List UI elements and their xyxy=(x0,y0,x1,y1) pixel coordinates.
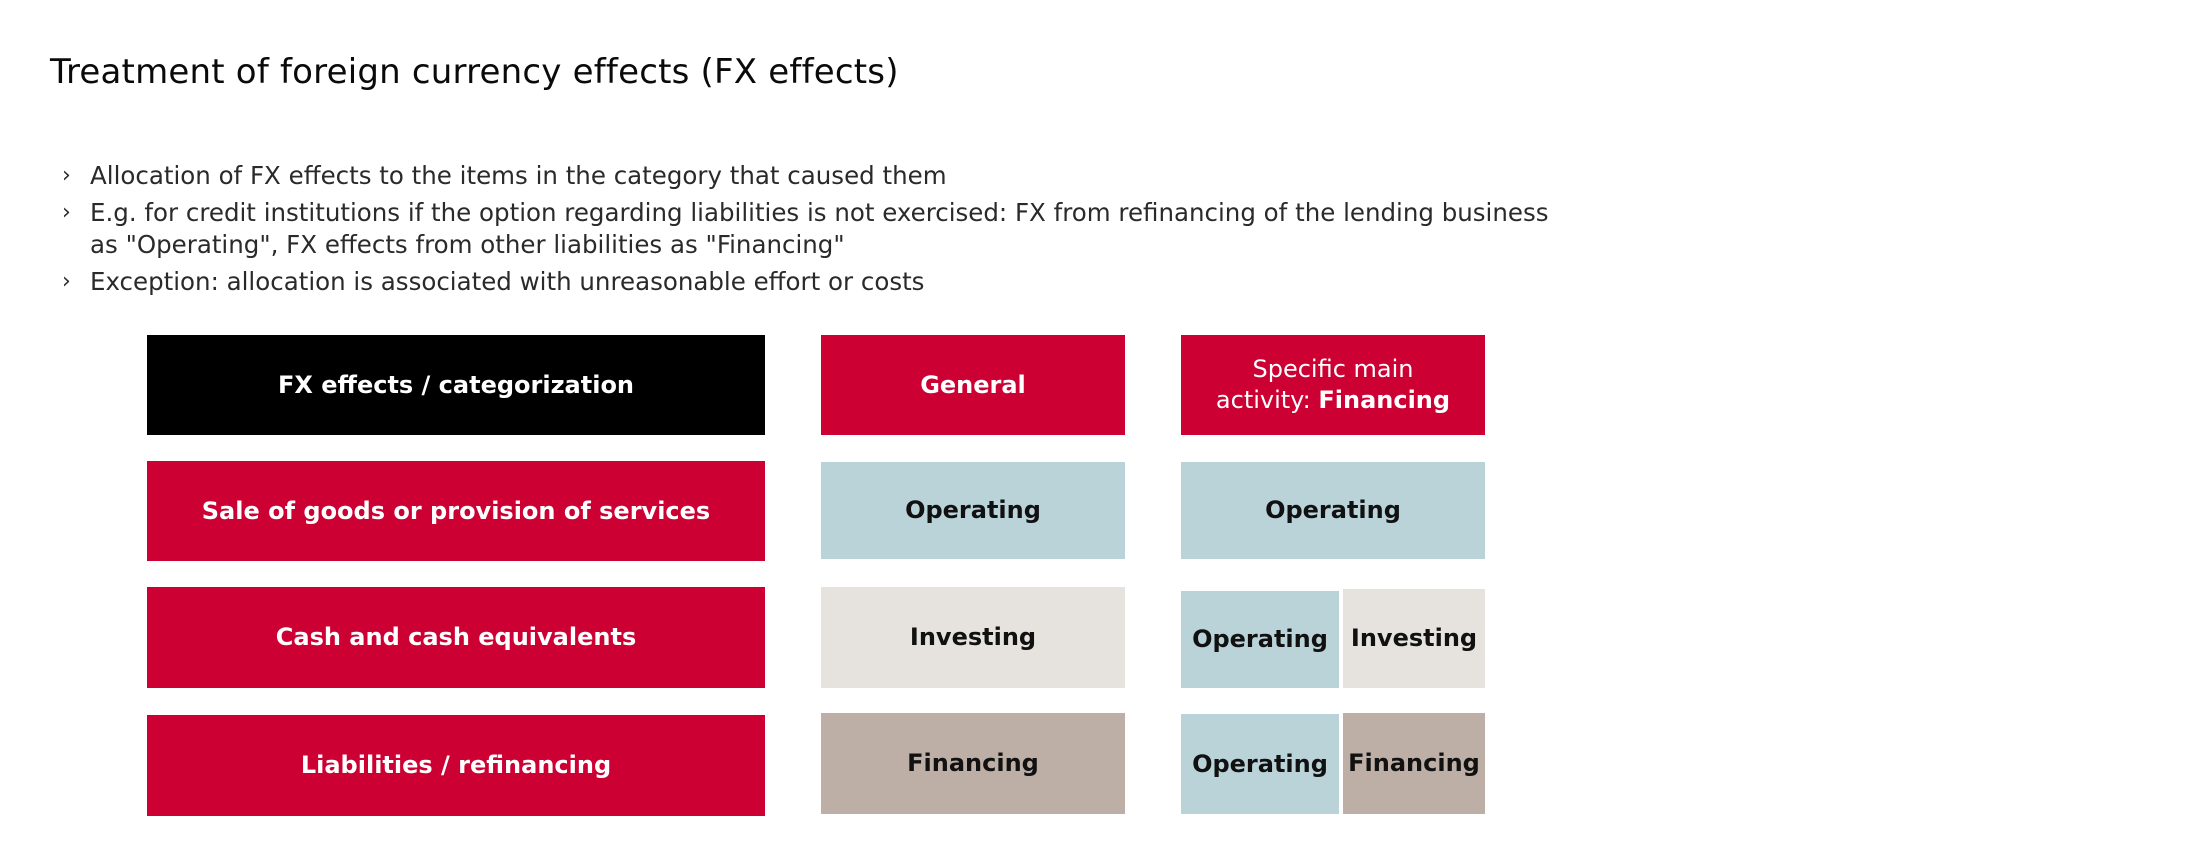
chevron-right-icon: › xyxy=(62,163,71,188)
cell-specific-operating: Operating xyxy=(1181,714,1339,814)
header-categorization: FX effects / categorization xyxy=(147,335,765,435)
cell-general-financing: Financing xyxy=(821,713,1125,814)
cell-value: Operating xyxy=(1192,749,1328,778)
bullet-text: Exception: allocation is associated with… xyxy=(90,267,925,296)
bullet-text: Allocation of FX effects to the items in… xyxy=(90,161,947,190)
bullet-item: › E.g. for credit institutions if the op… xyxy=(60,197,1560,261)
header-general-label: General xyxy=(920,370,1026,399)
cell-value: Financing xyxy=(1348,749,1480,777)
cell-value: Investing xyxy=(909,623,1037,651)
header-specific-label: Specific main activity: Financing xyxy=(1216,354,1450,416)
header-specific-bold: Financing xyxy=(1318,386,1451,414)
row-label: Sale of goods or provision of services xyxy=(201,496,711,525)
cell-value: Financing xyxy=(907,749,1039,777)
bullet-text: E.g. for credit institutions if the opti… xyxy=(90,198,1549,227)
row-label: Cash and cash equivalents xyxy=(275,623,637,651)
cell-value: Investing xyxy=(1350,624,1478,652)
cell-value: Operating xyxy=(905,496,1041,524)
row-label-sale-of-goods: Sale of goods or provision of services xyxy=(147,461,765,561)
row-label-liabilities: Liabilities / refinancing xyxy=(147,715,765,816)
cell-general-investing: Investing xyxy=(821,587,1125,688)
chevron-right-icon: › xyxy=(62,269,71,294)
cell-value: Operating xyxy=(1192,625,1328,653)
cell-general-operating: Operating xyxy=(821,462,1125,559)
header-specific-line2: activity: xyxy=(1215,386,1319,414)
header-specific-financing: Specific main activity: Financing xyxy=(1181,335,1485,435)
cell-specific-financing: Financing xyxy=(1343,713,1485,814)
bullet-text-continuation: as "Operating", FX effects from other li… xyxy=(90,230,845,259)
cell-specific-operating: Operating xyxy=(1181,462,1485,559)
bullet-item: › Allocation of FX effects to the items … xyxy=(60,160,1560,192)
header-specific-line1: Specific main xyxy=(1252,355,1414,383)
bullet-list: › Allocation of FX effects to the items … xyxy=(60,160,1560,303)
bullet-item: › Exception: allocation is associated wi… xyxy=(60,266,1560,298)
cell-specific-investing: Investing xyxy=(1343,589,1485,688)
row-label: Liabilities / refinancing xyxy=(300,751,612,779)
row-label-cash: Cash and cash equivalents xyxy=(147,587,765,688)
header-categorization-label: FX effects / categorization xyxy=(277,370,635,399)
chevron-right-icon: › xyxy=(62,200,71,225)
header-general: General xyxy=(821,335,1125,435)
page-title: Treatment of foreign currency effects (F… xyxy=(50,52,899,92)
cell-value: Operating xyxy=(1265,496,1401,524)
cell-specific-operating: Operating xyxy=(1181,591,1339,688)
